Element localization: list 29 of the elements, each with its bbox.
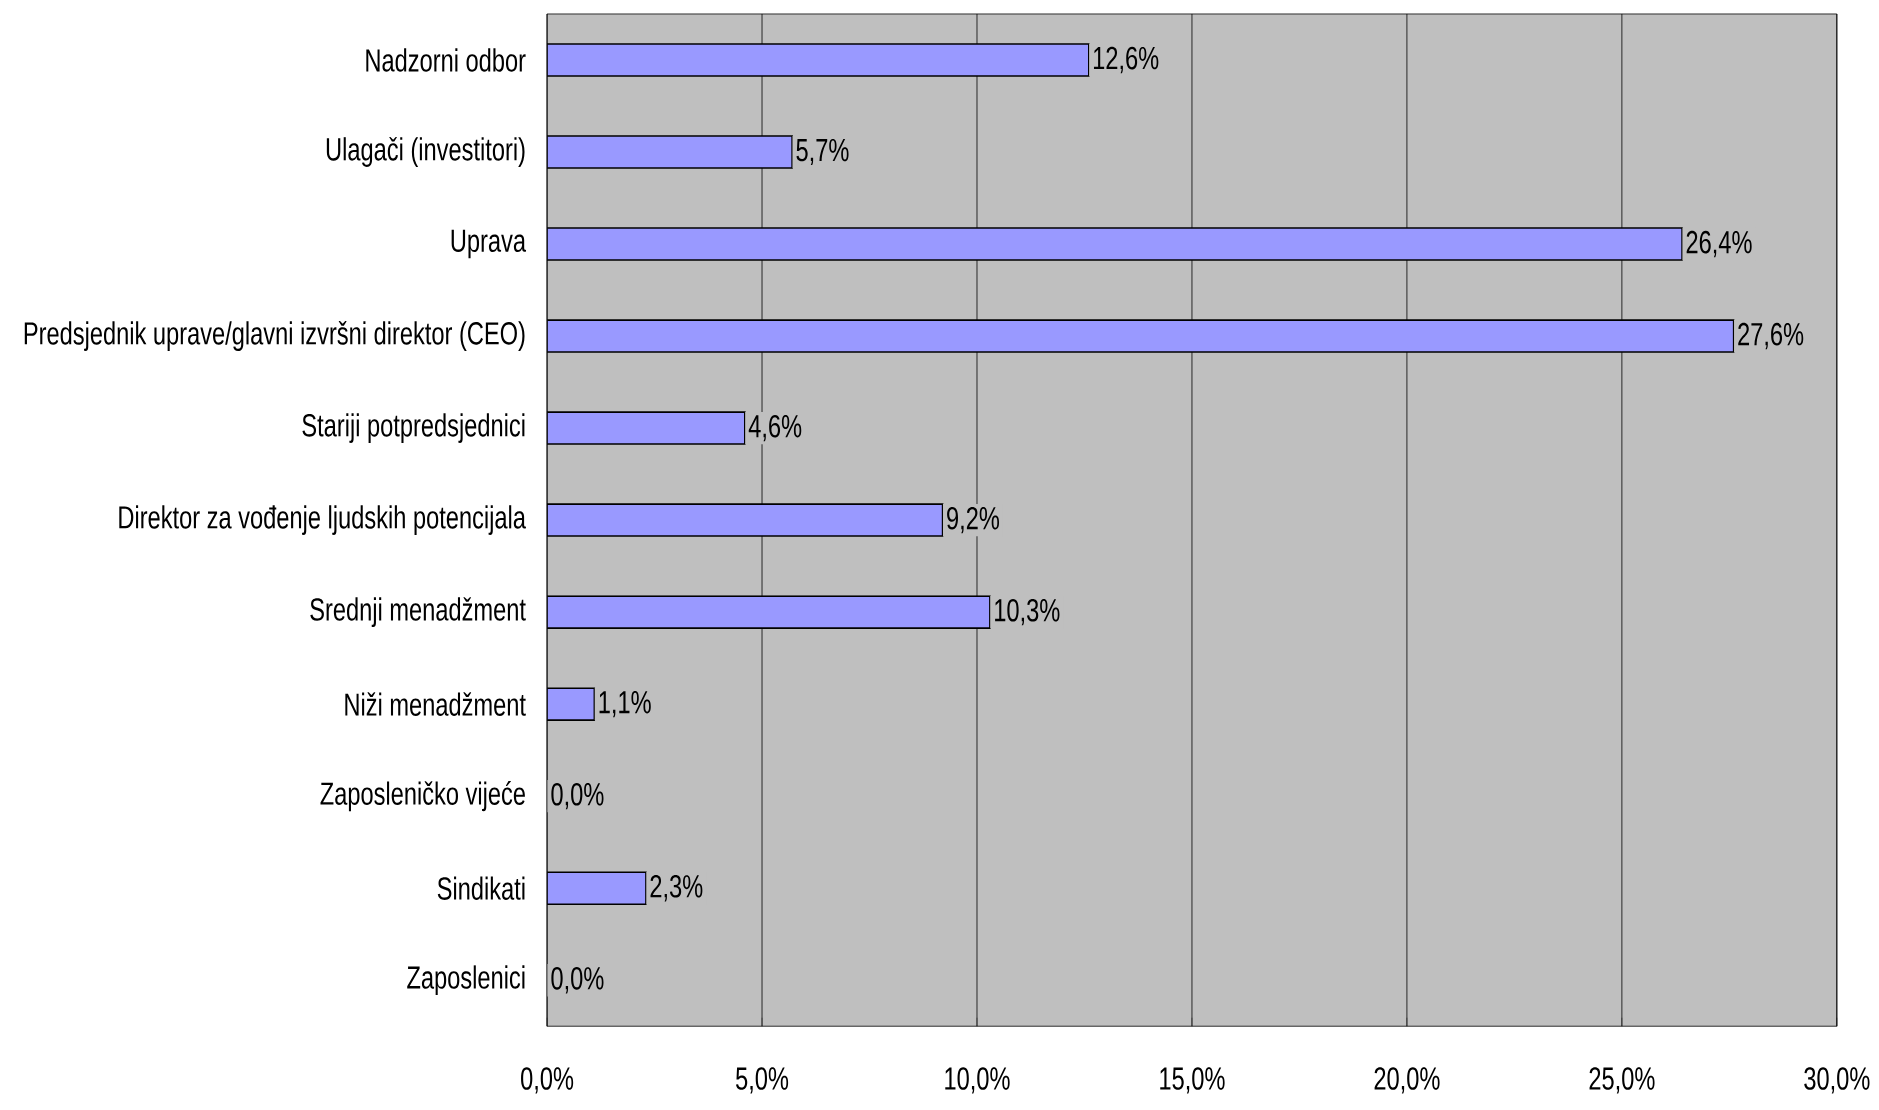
- y-tick-label: Nadzorni odbor: [366, 48, 526, 72]
- data-label: 26,4%: [1686, 230, 1752, 258]
- x-tick-label: 10,0%: [945, 1067, 1010, 1094]
- x-tick-label: 15,0%: [1160, 1067, 1225, 1094]
- x-tick-label: 5,0%: [736, 1067, 789, 1094]
- y-tick-label: Predsjednik uprave/glavni izvršni direktor (CEO): [24, 321, 525, 351]
- data-label: 0,0%: [551, 967, 604, 994]
- data-label: 5,7%: [796, 138, 849, 166]
- y-tick-label: Zaposleničko vijeće: [320, 781, 525, 812]
- y-tick-label: Direktor za vođenje ljudskih potencijala: [119, 505, 526, 535]
- y-tick-label: Niži menadžment: [345, 692, 526, 716]
- x-tick-label: 20,0%: [1374, 1067, 1440, 1094]
- y-tick-label: Ulagači (investitori): [326, 137, 525, 167]
- data-label: 1,1%: [599, 690, 651, 718]
- y-tick-label: Srednji menadžment: [310, 597, 526, 628]
- x-tick-label: 0,0%: [521, 1067, 574, 1094]
- data-label: 12,6%: [1093, 46, 1159, 74]
- y-tick-label: Zaposlenici: [407, 965, 525, 996]
- data-label: 2,3%: [650, 874, 703, 902]
- y-tick-label: Uprava: [451, 229, 527, 259]
- x-tick-label: 30,0%: [1804, 1067, 1870, 1094]
- data-label: 9,2%: [947, 506, 1000, 534]
- data-label: 10,3%: [995, 598, 1060, 626]
- data-label: 27,6%: [1738, 322, 1804, 350]
- data-label: 0,0%: [551, 782, 604, 810]
- y-tick-label: Stariji potpredsjednici: [302, 413, 525, 443]
- x-tick-label: 25,0%: [1589, 1067, 1655, 1094]
- y-tick-label: Sindikati: [437, 876, 525, 900]
- data-label: 4,6%: [748, 414, 802, 442]
